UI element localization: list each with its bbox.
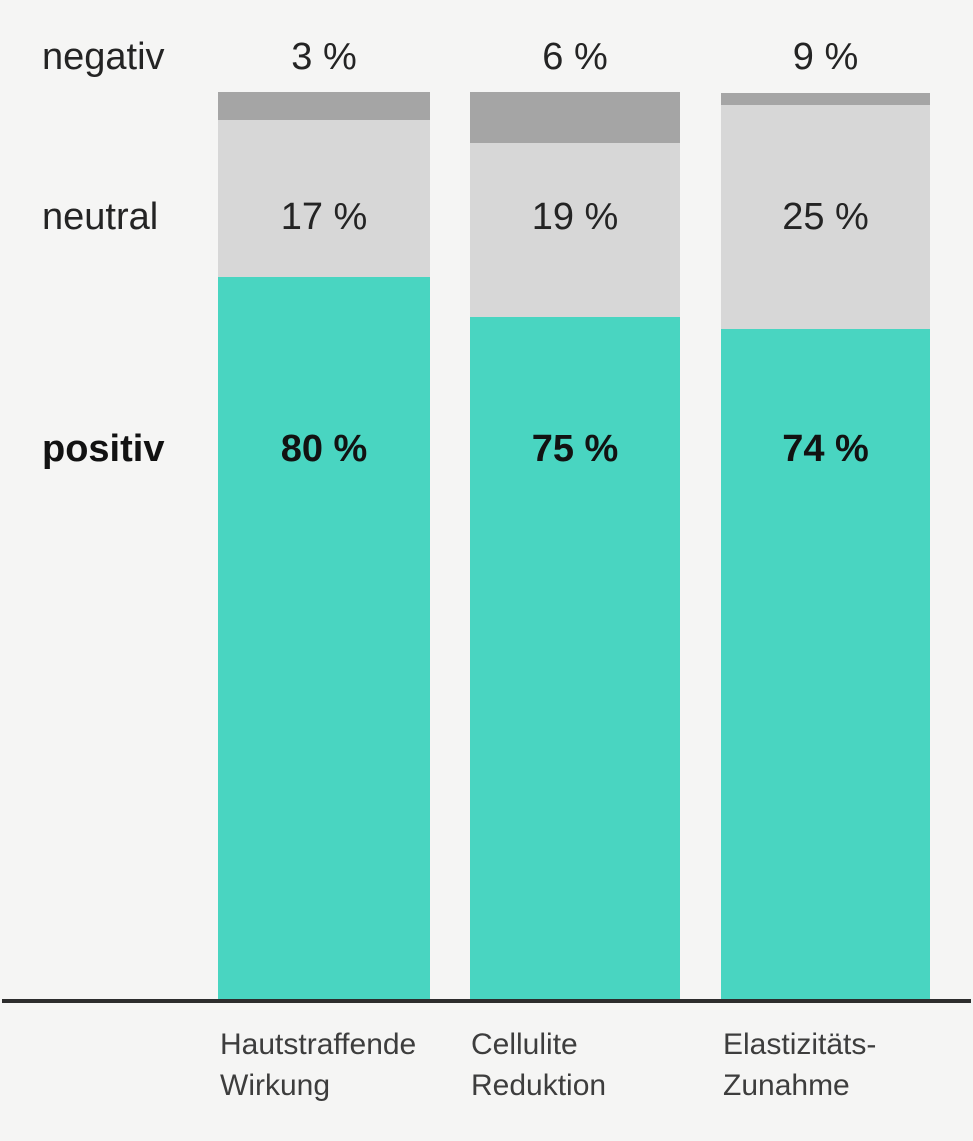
series-label-neutral: neutral [42,196,159,238]
segment-positiv [218,277,430,999]
value-negativ-elastizitaet: 9 % [792,36,859,78]
segment-neutral [470,143,680,317]
x-label-cellulite-reduktion: Cellulite Reduktion [471,1028,607,1102]
segment-neutral [218,120,430,277]
value-positiv-cellulite: 75 % [531,428,619,470]
value-positiv-elastizitaet: 74 % [782,428,869,470]
segment-neutral [721,105,930,329]
x-axis-line [2,999,971,1003]
bar-cellulite-reduktion [470,92,680,999]
x-label-hautstraffende-wirkung: Hautstraffende Wirkung [220,1028,417,1102]
segment-negativ [470,92,680,143]
segment-negativ [721,93,930,105]
value-neutral-elastizitaet: 25 % [782,196,869,238]
value-positiv-hautstraffende: 80 % [280,428,368,470]
series-label-positiv: positiv [42,428,165,470]
bar-elastizitaets-zunahme [721,93,930,999]
bar-hautstraffende-wirkung [218,92,430,999]
segment-negativ [218,92,430,120]
segment-positiv [470,317,680,999]
series-label-negativ: negativ [42,36,165,78]
value-neutral-hautstraffende: 17 % [280,196,368,238]
x-label-elastizitaets-zunahme: Elastizitäts- Zunahme [723,1028,877,1102]
value-negativ-hautstraffende: 3 % [291,36,357,78]
segment-positiv [721,329,930,999]
value-negativ-cellulite: 6 % [542,36,608,78]
value-neutral-cellulite: 19 % [531,196,619,238]
